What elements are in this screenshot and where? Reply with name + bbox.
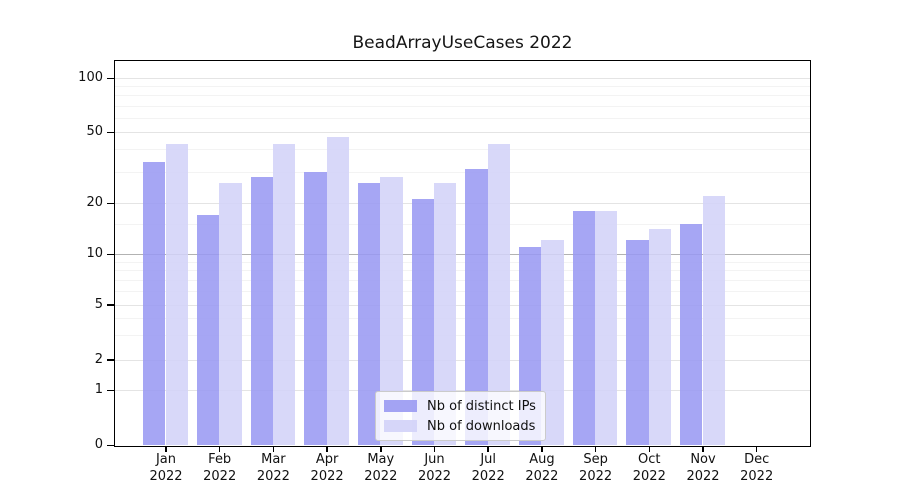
bar-mar-nb-of-distinct-ips — [250, 177, 273, 446]
x-tick-may — [380, 447, 382, 452]
x-tick-feb — [218, 447, 221, 452]
y-tick-label-10: 10 — [86, 245, 103, 261]
y-tick-20 — [107, 202, 114, 205]
minor-gridline-80 — [115, 95, 810, 97]
minor-gridline-3 — [115, 335, 810, 337]
minor-gridline-60 — [115, 117, 810, 119]
month-label-may: May 2022 — [364, 452, 398, 484]
month-label-jan: Jan 2022 — [149, 452, 183, 484]
minor-gridline-8 — [115, 270, 810, 272]
bar-jul-nb-of-downloads — [487, 143, 511, 446]
month-label-apr: Apr 2022 — [310, 452, 344, 484]
gridline-100 — [115, 77, 810, 79]
y-tick-5 — [107, 304, 114, 306]
gridline-5 — [115, 304, 810, 306]
y-tick-label-100: 100 — [78, 69, 103, 85]
x-tick-mar — [272, 447, 275, 452]
minor-gridline-15 — [115, 224, 810, 226]
bar-jun-nb-of-downloads — [434, 182, 457, 446]
y-tick-0 — [107, 444, 114, 447]
y-tick-10 — [107, 253, 114, 256]
month-label-feb: Feb 2022 — [203, 452, 237, 484]
bar-may-nb-of-downloads — [380, 177, 403, 446]
month-label-dec: Dec 2022 — [740, 452, 774, 484]
minor-gridline-90 — [115, 86, 810, 88]
bar-sep-nb-of-distinct-ips — [572, 210, 596, 446]
bar-aug-nb-of-downloads — [541, 240, 564, 446]
bar-jan-nb-of-downloads — [165, 143, 188, 446]
y-tick-label-2: 2 — [94, 351, 103, 367]
legend-swatch-0 — [384, 400, 417, 412]
bar-feb-nb-of-distinct-ips — [196, 214, 220, 446]
y-tick-label-20: 20 — [86, 195, 103, 210]
bar-sep-nb-of-downloads — [595, 210, 618, 446]
y-tick-100 — [107, 77, 114, 80]
minor-gridline-6 — [115, 291, 810, 293]
legend-label-1: Nb of downloads — [427, 418, 536, 434]
month-label-sep: Sep 2022 — [579, 452, 613, 484]
bar-jul-nb-of-distinct-ips — [465, 169, 488, 446]
bar-apr-nb-of-downloads — [326, 136, 349, 446]
minor-gridline-30 — [115, 171, 810, 173]
x-tick-apr — [326, 447, 328, 452]
y-tick-label-5: 5 — [94, 296, 103, 312]
legend-swatch-1 — [384, 420, 417, 432]
month-label-oct: Oct 2022 — [632, 452, 666, 484]
bar-mar-nb-of-downloads — [272, 143, 296, 446]
x-tick-dec — [755, 447, 758, 452]
legend-row-0: Nb of distinct IPs — [384, 398, 536, 414]
x-tick-oct — [648, 447, 651, 452]
bar-jan-nb-of-distinct-ips — [143, 161, 166, 446]
bar-oct-nb-of-distinct-ips — [626, 240, 649, 446]
x-tick-sep — [594, 447, 597, 452]
minor-gridline-7 — [115, 279, 810, 281]
x-tick-jun — [433, 447, 436, 452]
x-tick-nov — [702, 447, 704, 452]
bar-feb-nb-of-downloads — [219, 182, 242, 446]
minor-gridline-70 — [115, 105, 810, 107]
y-tick-label-50: 50 — [86, 124, 103, 140]
bar-may-nb-of-distinct-ips — [357, 182, 381, 446]
gridline-10 — [115, 253, 810, 255]
y-tick-label-1: 1 — [94, 382, 103, 398]
bar-jun-nb-of-distinct-ips — [411, 199, 434, 446]
gridline-20 — [115, 203, 810, 204]
y-tick-50 — [107, 131, 114, 134]
legend-label-0: Nb of distinct IPs — [427, 398, 536, 414]
gridline-2 — [115, 359, 810, 361]
bar-oct-nb-of-downloads — [648, 229, 672, 446]
bar-nov-nb-of-distinct-ips — [680, 224, 703, 446]
minor-gridline-9 — [115, 261, 810, 263]
minor-gridline-4 — [115, 317, 810, 319]
chart-title: BeadArrayUseCases 2022 — [352, 33, 573, 53]
bar-apr-nb-of-distinct-ips — [304, 171, 327, 446]
month-label-mar: Mar 2022 — [256, 452, 290, 484]
y-tick-1 — [107, 389, 114, 392]
gridline-50 — [115, 132, 810, 134]
plot-area: Nb of distinct IPs Nb of downloads — [114, 60, 811, 447]
minor-gridline-40 — [115, 149, 810, 151]
month-label-jul: Jul 2022 — [471, 452, 505, 484]
gridline-1 — [115, 390, 810, 392]
bar-nov-nb-of-downloads — [702, 195, 725, 446]
month-label-aug: Aug 2022 — [525, 452, 559, 484]
legend: Nb of distinct IPs Nb of downloads — [375, 391, 546, 441]
month-label-jun: Jun 2022 — [417, 452, 452, 484]
y-tick-2 — [107, 359, 114, 361]
month-label-nov: Nov 2022 — [686, 452, 720, 484]
y-tick-label-0: 0 — [94, 437, 103, 453]
x-tick-jul — [487, 447, 489, 452]
x-tick-aug — [541, 447, 543, 452]
legend-row-1: Nb of downloads — [384, 418, 536, 434]
x-tick-jan — [165, 447, 167, 452]
